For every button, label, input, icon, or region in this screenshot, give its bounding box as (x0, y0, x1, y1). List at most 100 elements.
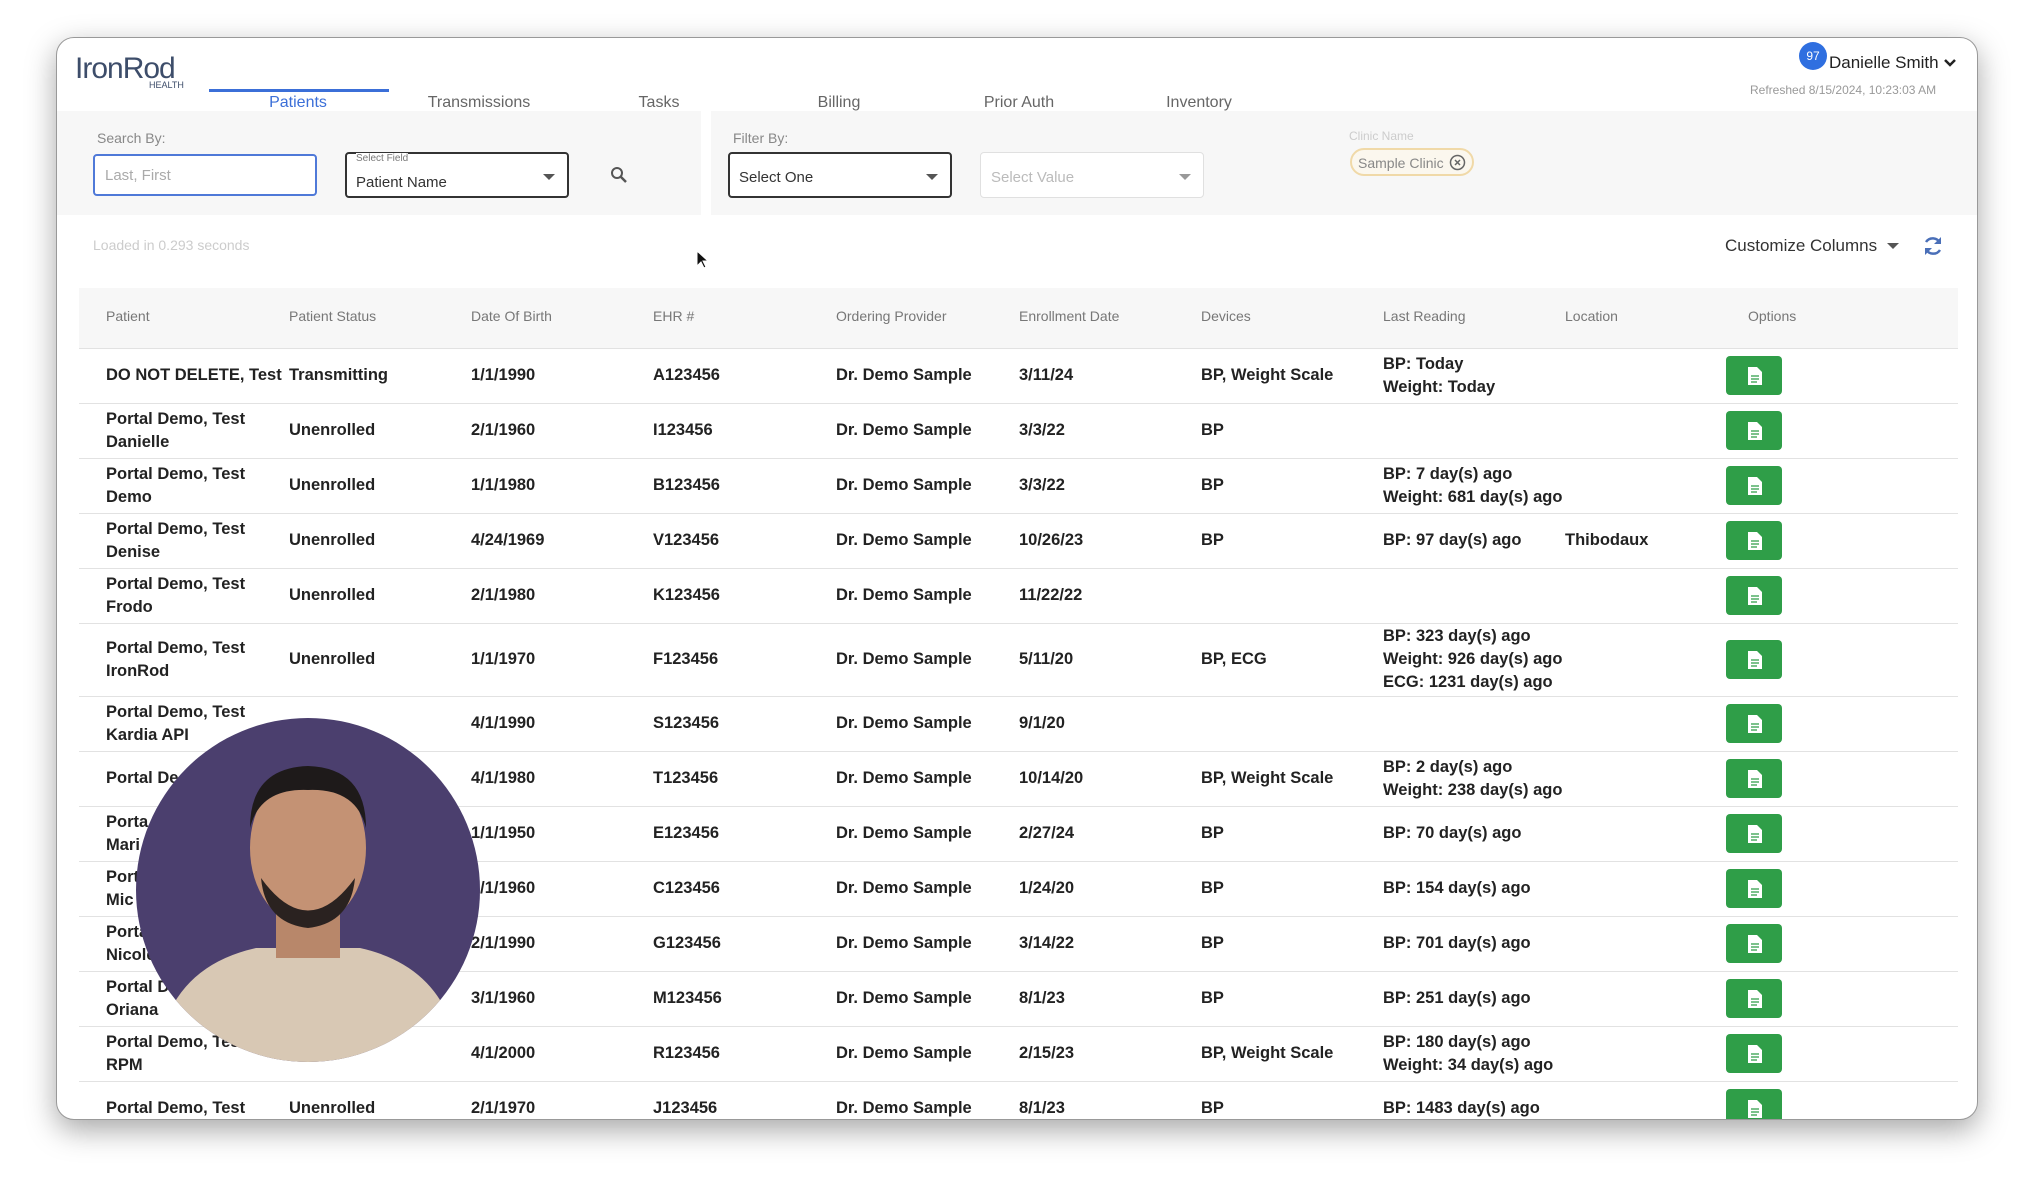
nav-tab[interactable]: Inventory (1166, 94, 1232, 111)
column-header[interactable]: Options (1748, 308, 1797, 324)
open-report-button[interactable] (1726, 869, 1782, 908)
table-cell: BP: 251 day(s) ago (1383, 987, 1531, 1010)
search-input[interactable]: Last, First (93, 154, 317, 196)
table-cell: BP: 180 day(s) ago Weight: 34 day(s) ago (1383, 1031, 1553, 1077)
open-report-button[interactable] (1726, 1089, 1782, 1119)
cell-line: ECG: 1231 day(s) ago (1383, 673, 1553, 691)
table-cell: J123456 (653, 1099, 718, 1117)
table-cell: Unenrolled (289, 586, 376, 604)
column-header[interactable]: Ordering Provider (836, 308, 947, 324)
cell-line: Weight: 34 day(s) ago (1383, 1055, 1554, 1074)
value-select[interactable]: Select Value (980, 152, 1204, 198)
customize-caret[interactable] (1887, 243, 1899, 250)
open-report-button[interactable] (1726, 924, 1782, 963)
table-cell: BP: 323 day(s) ago Weight: 926 day(s) ago… (1383, 625, 1562, 694)
table-row[interactable] (79, 1026, 1958, 1082)
table-row[interactable] (79, 623, 1958, 697)
search-button[interactable] (610, 166, 628, 184)
caret (543, 174, 555, 180)
clinic-chip[interactable]: Sample Clinic (1350, 148, 1474, 176)
open-report-button[interactable] (1726, 466, 1782, 505)
customize-columns[interactable]: Customize Columns (1725, 236, 1878, 255)
column-header[interactable]: Location (1565, 308, 1618, 324)
open-report-button[interactable] (1726, 1034, 1782, 1073)
cell-line: Frodo (106, 597, 153, 616)
table-row[interactable] (79, 513, 1958, 569)
table-row[interactable] (79, 348, 1958, 404)
table-row[interactable] (79, 696, 1958, 752)
caret (1179, 174, 1191, 180)
column-header[interactable]: Enrollment Date (1019, 308, 1120, 324)
cell-line: BP: 70 day(s) ago (1383, 824, 1522, 842)
table-cell: 8/1/23 (1019, 1099, 1065, 1117)
open-report-button[interactable] (1726, 411, 1782, 450)
caret (926, 174, 938, 180)
table-cell: Dr. Demo Sample (836, 366, 972, 384)
column-header[interactable]: EHR # (653, 308, 695, 324)
logo: IronRod (75, 52, 176, 85)
table-cell: BP (1201, 989, 1224, 1007)
refreshed-time: Refreshed 8/15/2024, 10:23:03 AM (1750, 83, 1937, 97)
table-row[interactable] (79, 458, 1958, 514)
open-report-button[interactable] (1726, 521, 1782, 560)
document-icon (1748, 587, 1762, 605)
open-report-button[interactable] (1726, 759, 1782, 798)
table-row[interactable] (79, 751, 1958, 807)
table-cell: BP (1201, 879, 1224, 897)
table-cell: Unenrolled (289, 476, 376, 494)
column-header[interactable]: Last Reading (1383, 308, 1466, 324)
chip-remove[interactable] (1449, 154, 1466, 171)
table-cell: BP (1201, 476, 1224, 494)
table-cell: V123456 (653, 531, 720, 549)
cell-line: Kardia API (106, 725, 189, 744)
nav-tab[interactable]: Patients (269, 94, 327, 111)
refresh-button[interactable] (1921, 234, 1945, 258)
cell-line: Portal D (106, 977, 170, 996)
table-cell: R123456 (653, 1044, 720, 1062)
chip-text: Sample Clinic (1358, 155, 1444, 171)
user-caret[interactable] (1943, 58, 1957, 68)
table-cell: 10/26/23 (1019, 531, 1084, 549)
notification-badge[interactable]: 97 (1799, 42, 1827, 70)
table-row[interactable] (79, 861, 1958, 917)
logo-sub: HEALTH (149, 80, 184, 90)
open-report-button[interactable] (1726, 979, 1782, 1018)
nav-tab[interactable]: Transmissions (427, 94, 531, 111)
table-cell: 3/3/22 (1019, 421, 1065, 439)
field-select[interactable]: Select Field Patient Name (345, 152, 569, 198)
nav-tab[interactable]: Billing (817, 94, 861, 111)
document-icon (1748, 990, 1762, 1008)
table-cell: 2/1/1980 (471, 586, 536, 604)
column-header[interactable]: Patient Status (289, 308, 377, 324)
table-cell: BP: 7 day(s) ago Weight: 681 day(s) ago (1383, 463, 1562, 509)
mouse-cursor (696, 250, 710, 269)
cell-line: BP: 97 day(s) ago (1383, 531, 1522, 549)
table-cell: BP, Weight Scale (1201, 366, 1334, 384)
table-row[interactable] (79, 403, 1958, 459)
open-report-button[interactable] (1726, 704, 1782, 743)
nav-tab[interactable]: Prior Auth (983, 94, 1055, 111)
filter-select[interactable]: Select One (728, 152, 952, 198)
nav-tab[interactable]: Tasks (638, 94, 680, 111)
open-report-button[interactable] (1726, 356, 1782, 395)
column-header[interactable]: Patient (106, 308, 150, 324)
table-cell: BP: 1483 day(s) ago (1383, 1097, 1540, 1119)
column-header[interactable]: Date Of Birth (471, 308, 552, 324)
table-cell: BP, ECG (1201, 650, 1267, 668)
cell-line: Port (106, 867, 139, 886)
table-row[interactable] (79, 806, 1958, 862)
cell-line: Weight: 238 day(s) ago (1383, 780, 1563, 799)
cell-line: BP: 251 day(s) ago (1383, 989, 1531, 1007)
open-report-button[interactable] (1726, 576, 1782, 615)
table-row[interactable] (79, 971, 1958, 1027)
open-report-button[interactable] (1726, 640, 1782, 679)
table-row[interactable] (79, 916, 1958, 972)
cell-line: Danielle (106, 432, 170, 451)
open-report-button[interactable] (1726, 814, 1782, 853)
table-row[interactable] (79, 568, 1958, 624)
column-header[interactable]: Devices (1201, 308, 1251, 324)
cell-line: BP: 323 day(s) ago (1383, 627, 1531, 645)
active-tab-underline (209, 89, 389, 92)
table-cell: Dr. Demo Sample (836, 824, 972, 842)
user-name[interactable]: Danielle Smith (1829, 53, 1939, 72)
